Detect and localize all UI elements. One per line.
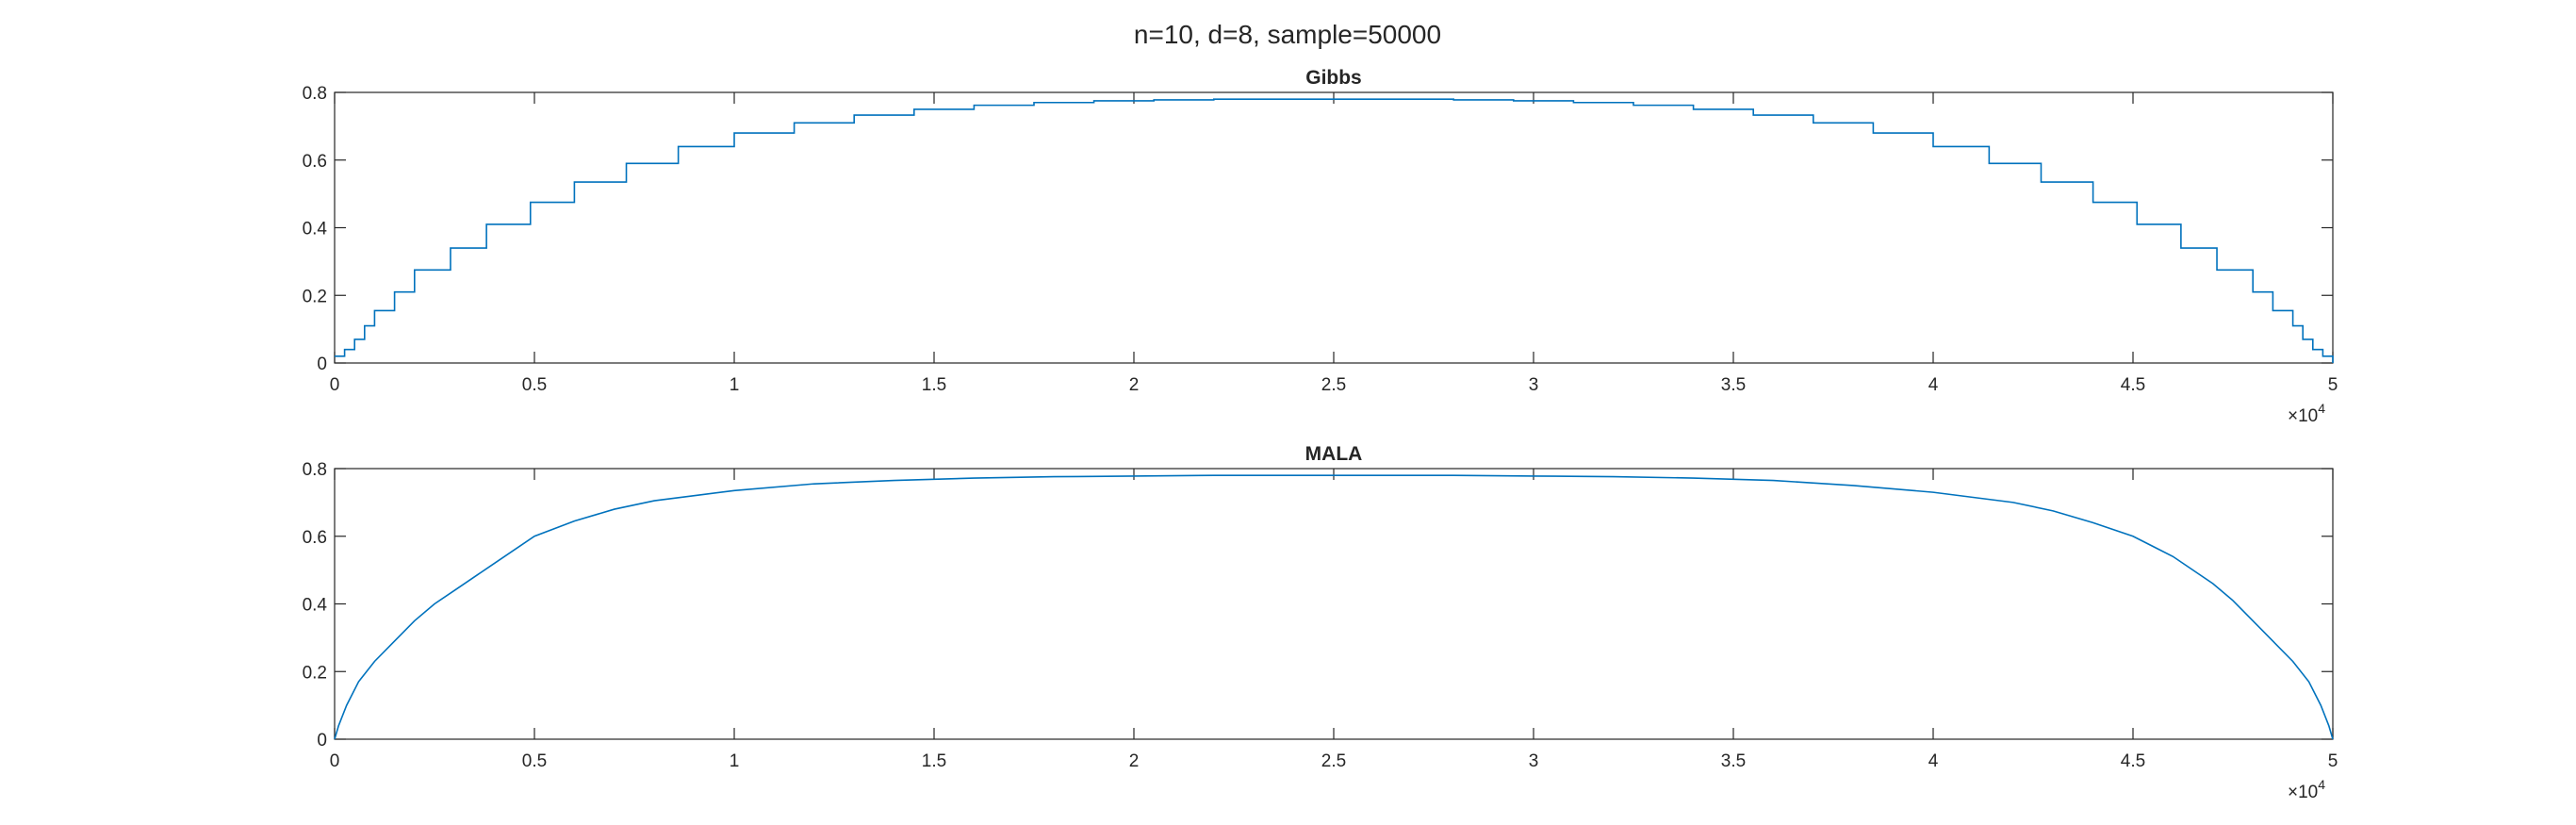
y-tick-label: 0.6 bbox=[303, 528, 327, 548]
x-tick-label: 3 bbox=[1529, 751, 1539, 771]
x-exponent-base: ×10 bbox=[2288, 783, 2318, 802]
x-exponent-label: ×104 bbox=[2288, 777, 2325, 802]
series-line-gibbs bbox=[335, 98, 2334, 363]
x-tick-label: 2 bbox=[1129, 751, 1140, 771]
y-tick-label: 0 bbox=[317, 355, 327, 374]
y-tick-label: 0.6 bbox=[303, 152, 327, 172]
x-tick-label: 5 bbox=[2328, 375, 2338, 395]
series-line-mala bbox=[334, 474, 2334, 740]
x-tick-label: 1 bbox=[730, 751, 740, 771]
x-tick-label: 0 bbox=[330, 751, 340, 771]
x-tick-label: 2.5 bbox=[1321, 375, 1346, 395]
x-exponent-label: ×104 bbox=[2288, 401, 2325, 426]
x-tick-label: 5 bbox=[2328, 751, 2338, 771]
axes-title-mala: MALA bbox=[1305, 443, 1363, 465]
y-tick-label: 0.2 bbox=[303, 287, 327, 306]
x-tick-label: 0 bbox=[330, 375, 340, 395]
x-tick-label: 1.5 bbox=[922, 375, 946, 395]
x-exponent-power: 4 bbox=[2318, 401, 2325, 416]
x-tick-label: 0.5 bbox=[522, 751, 547, 771]
axes-gibbs: Gibbs 0 0.5 1 1.5 2 2.5 3 3.5 4 4.5 5 0 0.2 0.4 0.6 0.8 ×… bbox=[303, 67, 2338, 426]
axes-mala: MALA 0 0.5 1 1.5 2 2.5 3 3.5 4 4.5 5 0 0.2 0.4 0.6 0.8 ×1… bbox=[303, 443, 2338, 802]
x-tick-label: 4 bbox=[1928, 751, 1939, 771]
x-tick-label: 4 bbox=[1928, 375, 1939, 395]
y-tick-label: 0.4 bbox=[303, 596, 328, 616]
x-tick-label: 3.5 bbox=[1721, 375, 1746, 395]
x-tick-label: 0.5 bbox=[522, 375, 547, 395]
x-tick-label: 2.5 bbox=[1321, 751, 1346, 771]
x-tick-label: 4.5 bbox=[2121, 751, 2145, 771]
axes-title-gibbs: Gibbs bbox=[1305, 67, 1362, 89]
y-tick-label: 0.4 bbox=[303, 220, 328, 239]
x-tick-label: 1.5 bbox=[922, 751, 946, 771]
x-tick-label: 3 bbox=[1529, 375, 1539, 395]
y-tick-label: 0.8 bbox=[303, 460, 327, 480]
x-exponent-base: ×10 bbox=[2288, 406, 2318, 426]
y-tick-label: 0 bbox=[317, 731, 327, 751]
x-tick-label: 1 bbox=[730, 375, 740, 395]
x-exponent-power: 4 bbox=[2318, 777, 2325, 792]
x-tick-label: 2 bbox=[1129, 375, 1140, 395]
x-tick-label: 4.5 bbox=[2121, 375, 2145, 395]
figure-title: n=10, d=8, sample=50000 bbox=[1134, 20, 1441, 49]
y-tick-label: 0.2 bbox=[303, 663, 327, 683]
y-tick-label: 0.8 bbox=[303, 84, 327, 104]
x-tick-label: 3.5 bbox=[1721, 751, 1746, 771]
